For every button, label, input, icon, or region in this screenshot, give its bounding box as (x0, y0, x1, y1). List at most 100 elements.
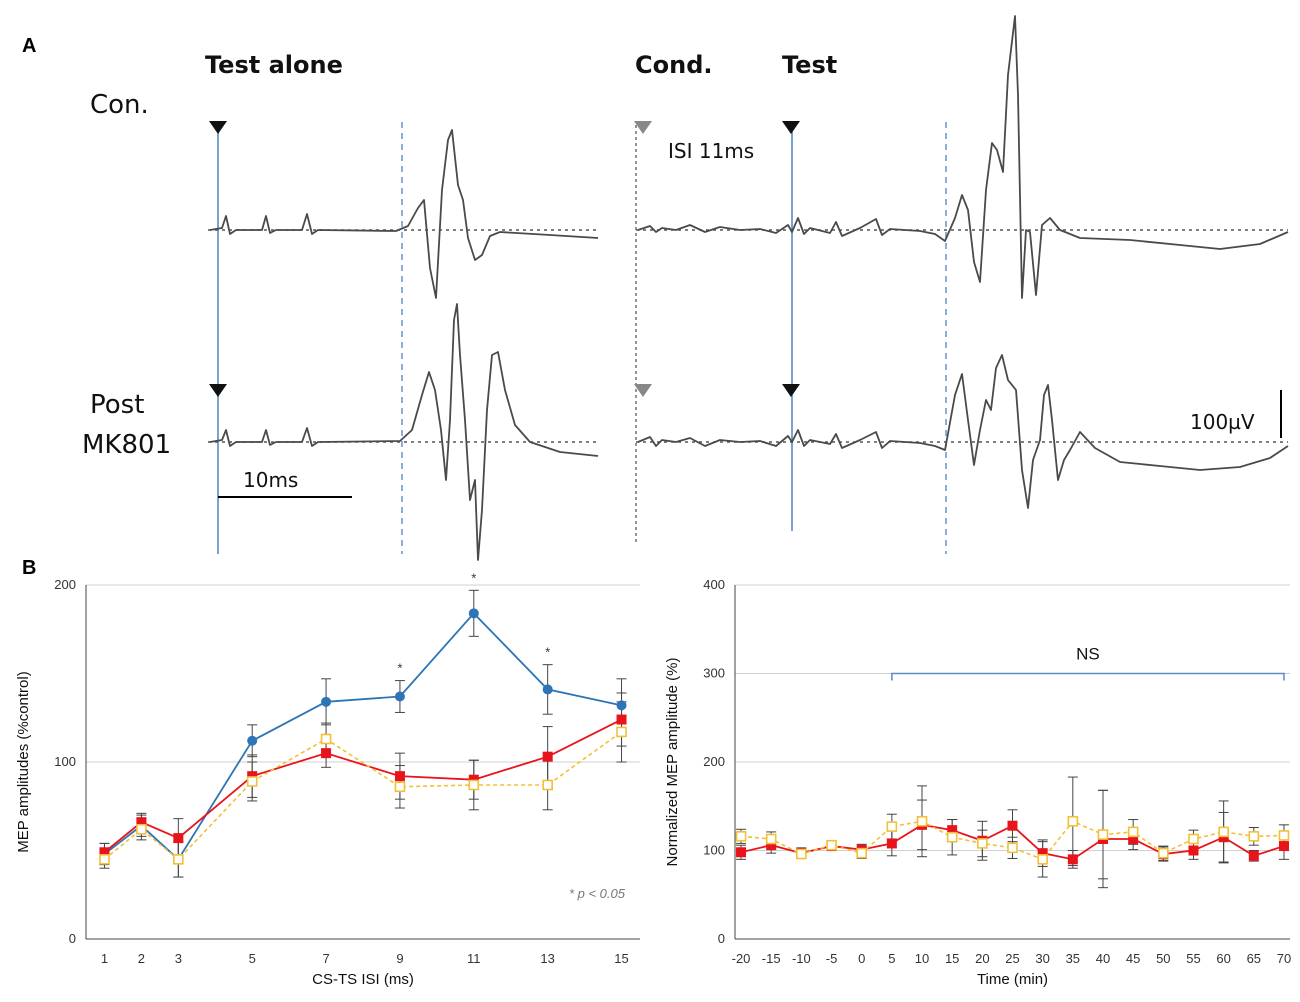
data-point-yellow (1158, 847, 1169, 859)
data-point-red (947, 825, 958, 836)
data-point-yellow (394, 781, 406, 793)
test-stim-arrow-icon (209, 384, 227, 397)
isi-label: ISI 11ms (668, 139, 754, 163)
x-tick-label: 3 (175, 951, 182, 966)
row-label-post-2: MK801 (82, 430, 171, 460)
chart-isi: 0 100 200 1 2 3 5 7 9 11 13 15 CS-TS ISI (ms) MEP amp… (15, 570, 640, 988)
x-tick-label: 50 (1156, 951, 1170, 966)
data-point-yellow (826, 839, 837, 851)
y-tick-label: 300 (703, 666, 725, 681)
test-stim-arrow-icon (782, 384, 800, 397)
data-point-yellow (1037, 854, 1048, 865)
data-point-yellow (796, 848, 807, 860)
data-point-yellow (542, 779, 553, 791)
x-tick-label: 2 (138, 951, 145, 966)
data-point-red (542, 751, 553, 762)
header-cond: Cond. (635, 51, 712, 79)
panel-a-letter: A (22, 35, 36, 57)
x-tick-label: 9 (396, 951, 403, 966)
data-point-red (173, 833, 184, 844)
y-tick-label: 100 (703, 843, 725, 858)
data-point-red (886, 838, 897, 849)
data-point-yellow (1218, 826, 1229, 838)
y-tick-label: 200 (703, 754, 725, 769)
data-point-yellow (616, 726, 627, 738)
data-point-red (99, 847, 110, 858)
data-point-red (1218, 832, 1229, 843)
data-point-yellow (173, 854, 184, 865)
header-test: Test (782, 51, 837, 79)
data-point-yellow (946, 831, 958, 843)
series-line-blue (103, 611, 622, 861)
ns-bracket (891, 672, 1285, 681)
data-point-red (616, 714, 627, 725)
data-point-yellow (1248, 831, 1260, 842)
data-point-yellow (856, 847, 867, 859)
x-tick-label: 40 (1096, 951, 1110, 966)
x-tick-label: 55 (1186, 951, 1200, 966)
data-point-blue (468, 608, 479, 619)
data-point-red (394, 771, 405, 782)
x-tick-label: 60 (1216, 951, 1230, 966)
x-tick-label: 45 (1126, 951, 1140, 966)
significance-note: * p < 0.05 (569, 886, 626, 901)
data-point-yellow (1007, 842, 1018, 854)
y-tick-label: 400 (703, 577, 725, 592)
data-point-blue (247, 735, 258, 746)
test-stim-arrow-icon (209, 121, 227, 134)
amp-scale-label: 100µV (1190, 410, 1255, 434)
data-point-yellow (916, 815, 928, 827)
data-point-yellow (1067, 815, 1079, 827)
x-tick-label: 35 (1066, 951, 1080, 966)
x-tick-label: 15 (614, 951, 628, 966)
data-point-red (321, 748, 332, 759)
data-point-yellow (1127, 826, 1139, 838)
y-tick-label: 200 (54, 577, 76, 592)
data-point-red (1188, 845, 1199, 856)
data-point-red (736, 847, 747, 858)
x-tick-label: 25 (1005, 951, 1019, 966)
panel-b-letter: B (22, 557, 36, 579)
mep-trace-post-paired (637, 354, 1289, 509)
x-tick-label: 5 (888, 951, 895, 966)
y-axis-label: Normalized MEP amplitude (%) (664, 658, 681, 867)
x-tick-label: -5 (826, 951, 838, 966)
x-tick-label: 30 (1035, 951, 1049, 966)
data-point-red (766, 840, 777, 851)
data-point-yellow (977, 838, 988, 849)
header-test-alone: Test alone (205, 51, 343, 79)
mep-trace-con-test-alone (209, 129, 599, 299)
row-label-con: Con. (90, 90, 149, 120)
data-point-yellow (735, 831, 747, 842)
data-point-blue (321, 696, 332, 707)
significance-asterisk: * (545, 645, 550, 660)
ns-label: NS (1076, 645, 1100, 664)
cond-stim-arrow-icon (634, 384, 652, 397)
x-axis-label: CS-TS ISI (ms) (312, 971, 414, 988)
data-point-yellow (468, 779, 480, 791)
data-point-yellow (246, 776, 258, 787)
x-axis-label: Time (min) (977, 971, 1048, 988)
data-point-yellow (1188, 833, 1199, 845)
data-point-blue (542, 684, 553, 695)
data-point-yellow (136, 823, 147, 835)
row-label-post-1: Post (90, 390, 144, 420)
x-tick-label: 11 (467, 951, 481, 966)
test-stim-arrow-icon (782, 121, 800, 134)
data-point-yellow (886, 821, 898, 832)
x-tick-label: 13 (540, 951, 554, 966)
data-point-yellow (1278, 830, 1290, 841)
data-point-blue (394, 691, 405, 702)
y-axis-label: MEP amplitudes (%control) (15, 671, 32, 852)
cond-stim-arrow-icon (634, 121, 652, 134)
panel-a: A Test alone Cond. Test Con. Post MK801 … (22, 15, 1289, 561)
data-point-red (1037, 848, 1048, 859)
data-point-red (1278, 841, 1289, 852)
y-tick-label: 100 (54, 754, 76, 769)
x-tick-label: 15 (945, 951, 959, 966)
data-point-red (1067, 854, 1078, 865)
x-tick-label: 0 (858, 951, 865, 966)
x-tick-label: -15 (762, 951, 781, 966)
chart-time-course: 0 100 200 300 400 -20 -15 -10 -5 0 5 10 15 20 25 30 35 40… (664, 577, 1291, 988)
